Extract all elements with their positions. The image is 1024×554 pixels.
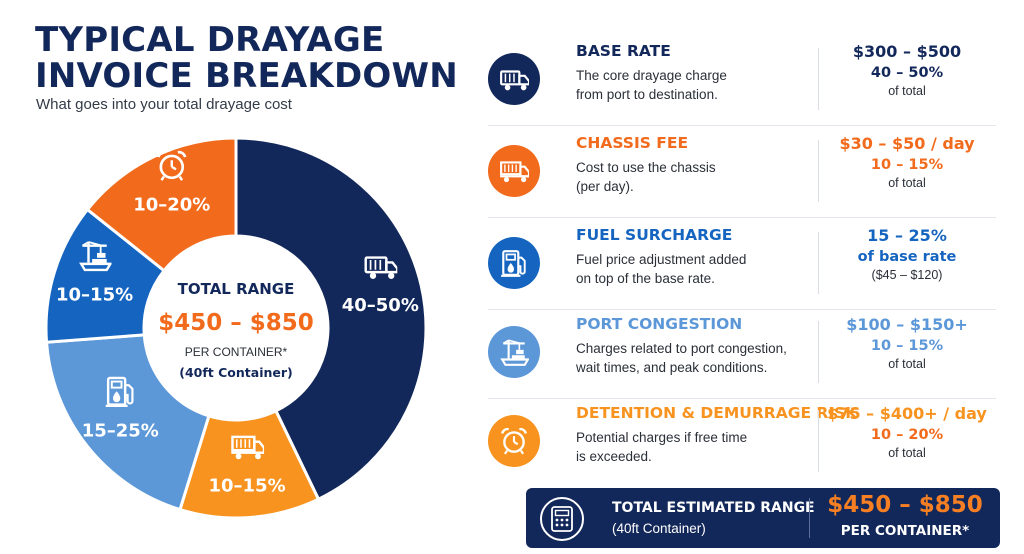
breakdown-values: 15 – 25% of base rate ($45 – $120) [818,226,996,282]
row-separator [488,398,996,399]
breakdown-divider [818,48,819,110]
breakdown-values: $300 – $500 40 – 50% of total [818,42,996,98]
fuel-pump-icon [488,237,540,289]
breakdown-name: BASE RATE [576,42,671,60]
fuel-pump-icon [105,376,134,408]
donut-slice-label-3: 15–25% [82,420,159,441]
breakdown-values: $75 – $400+ / day 10 – 20% of total [818,404,996,460]
title-line-1: TYPICAL DRAYAGE [35,20,385,60]
breakdown-note: of total [888,357,926,371]
breakdown-desc-line-2: (per day). [576,179,634,194]
donut-slice-label-4: 10–15% [56,284,133,305]
total-range: $450 – $850 [827,492,983,518]
port-crane-icon [488,326,540,378]
breakdown-desc-line-1: Potential charges if free time [576,430,748,445]
container-truck-icon [488,145,540,197]
center-unit: PER CONTAINER* [185,345,288,359]
breakdown-desc: Fuel price adjustment added on top of the… [576,250,806,288]
breakdown-note: of total [888,446,926,460]
donut-hole [144,236,328,420]
total-label: TOTAL ESTIMATED RANGE [612,500,815,516]
breakdown-amount: $75 – $400+ / day [827,404,987,423]
breakdown-desc: The core drayage charge from port to dest… [576,66,806,104]
total-sublabel: (40ft Container) [612,521,706,536]
donut-slice-icons [79,150,398,460]
truck-icon [364,256,398,279]
donut-chart: 40–50% 10–15% 15–25% 10–15% 10–20% TOTAL RAN… [44,136,428,520]
breakdown-desc-line-1: Charges related to port congestion, [576,341,787,356]
center-note: (40ft Container) [179,365,292,380]
breakdown-desc-line-1: The core drayage charge [576,68,727,83]
breakdown-amount: 15 – 25% [867,226,947,245]
breakdown-row: BASE RATE The core drayage charge from por… [488,40,996,120]
breakdown-note: ($45 – $120) [871,268,943,282]
donut-slice-labels: 40–50% 10–15% 15–25% 10–15% 10–20% [56,195,419,497]
breakdown-divider [818,232,819,294]
total-estimate-bar: TOTAL ESTIMATED RANGE (40ft Container) $… [526,488,1000,548]
breakdown-amount: $100 – $150+ [846,315,968,334]
row-separator [488,125,996,126]
breakdown-desc: Cost to use the chassis (per day). [576,158,806,196]
calculator-icon [540,497,584,541]
breakdown-divider [818,321,819,383]
breakdown-values: $30 – $50 / day 10 – 15% of total [818,134,996,190]
breakdown-amount: $30 – $50 / day [839,134,975,153]
breakdown-share: 10 – 20% [870,427,944,443]
breakdown-row: CHASSIS FEE Cost to use the chassis (per d… [488,132,996,212]
donut-slices [44,136,428,520]
container-truck-icon [231,435,265,460]
total-divider [809,498,810,538]
breakdown-row: PORT CONGESTION Charges related to port c… [488,313,996,393]
donut-slice-label-5: 10–20% [133,195,210,216]
center-title: TOTAL RANGE [178,280,295,298]
truck-icon [488,53,540,105]
breakdown-desc: Charges related to port congestion, wait … [576,339,806,377]
row-separator [488,217,996,218]
breakdown-share: 40 – 50% [870,65,944,81]
breakdown-row: DETENTION & DEMURRAGE RISK Potential char… [488,402,996,482]
donut-slice-label-1: 40–50% [342,295,419,316]
port-crane-icon [79,241,112,272]
total-unit: PER CONTAINER* [840,523,970,539]
breakdown-row: FUEL SURCHARGE Fuel price adjustment adde… [488,224,996,304]
breakdown-name: CHASSIS FEE [576,134,689,152]
breakdown-desc-line-2: wait times, and peak conditions. [576,360,768,375]
breakdown-name: FUEL SURCHARGE [576,226,733,244]
alarm-clock-icon [488,415,540,467]
breakdown-note: of total [888,84,926,98]
row-separator [488,309,996,310]
alarm-clock-icon [157,150,187,181]
breakdown-name: DETENTION & DEMURRAGE RISK [576,404,858,422]
title-line-2: INVOICE BREAKDOWN [35,56,458,96]
breakdown-divider [818,140,819,202]
breakdown-name: PORT CONGESTION [576,315,743,333]
breakdown-share: 10 – 15% [870,338,944,354]
breakdown-values: $100 – $150+ 10 – 15% of total [818,315,996,371]
breakdown-note: of total [888,176,926,190]
page-subtitle: What goes into your total drayage cost [36,96,292,113]
center-range: $450 – $850 [158,310,314,336]
breakdown-desc-line-1: Fuel price adjustment added [576,252,747,267]
donut-slice-label-2: 10–15% [208,476,285,497]
breakdown-desc-line-2: from port to destination. [576,87,718,102]
breakdown-share: of base rate [857,249,957,265]
breakdown-desc-line-2: is exceeded. [576,449,652,464]
page-title: TYPICAL DRAYAGE INVOICE BREAKDOWN [35,22,458,94]
breakdown-share: 10 – 15% [870,157,944,173]
breakdown-amount: $300 – $500 [852,42,962,61]
breakdown-divider [818,410,819,472]
breakdown-desc-line-2: on top of the base rate. [576,271,715,286]
breakdown-desc: Potential charges if free time is exceede… [576,428,806,466]
breakdown-desc-line-1: Cost to use the chassis [576,160,716,175]
